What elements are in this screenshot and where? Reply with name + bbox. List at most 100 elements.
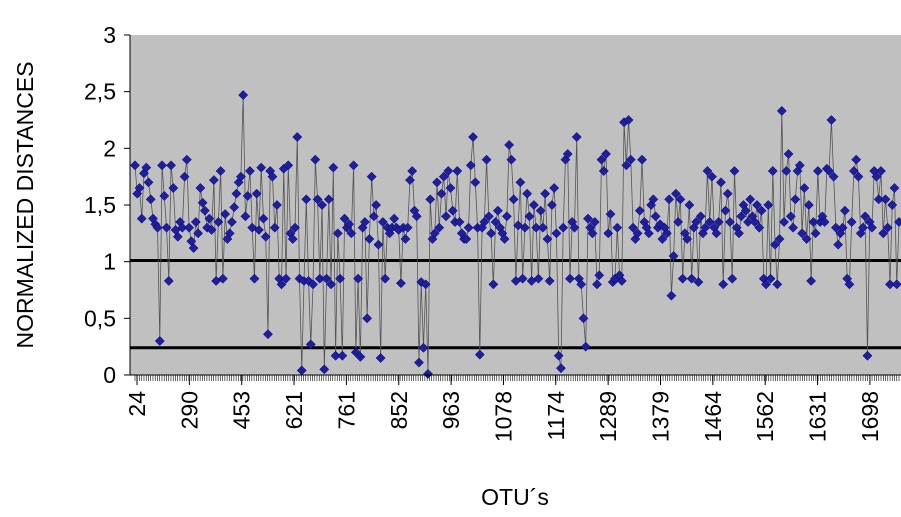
data-point <box>670 188 681 199</box>
data-point <box>848 166 859 176</box>
data-point <box>292 132 303 142</box>
data-point <box>819 217 830 227</box>
data-point <box>740 205 751 216</box>
data-point <box>355 351 366 362</box>
data-point <box>616 275 627 286</box>
data-point <box>770 239 781 250</box>
data-point <box>621 160 632 171</box>
data-point <box>141 162 152 173</box>
data-point <box>501 211 512 222</box>
data-point <box>193 228 204 239</box>
data-point <box>220 209 231 220</box>
data-point <box>461 234 472 244</box>
data-point <box>549 183 560 193</box>
data-point <box>533 273 544 284</box>
data-point <box>168 183 179 193</box>
data-point <box>677 273 688 284</box>
data-point <box>269 222 280 233</box>
data-point <box>706 171 717 182</box>
data-point <box>693 277 704 288</box>
data-point <box>429 228 440 239</box>
data-point <box>217 273 228 284</box>
data-point <box>623 115 634 125</box>
data-point <box>537 222 548 233</box>
data-point <box>468 132 479 142</box>
data-point <box>752 200 762 210</box>
y-tick-label: 1,5 <box>84 192 116 218</box>
data-point <box>790 194 801 205</box>
data-point <box>380 273 391 284</box>
data-point <box>414 357 424 368</box>
y-axis-title: NORMALIZED DISTANCES <box>12 61 38 348</box>
data-point <box>479 217 490 227</box>
y-tick-label: 3 <box>103 22 116 48</box>
data-point <box>215 166 226 176</box>
data-point <box>179 171 190 182</box>
data-point <box>371 200 382 210</box>
data-point <box>238 90 249 101</box>
data-point <box>589 217 600 227</box>
data-point <box>159 190 170 201</box>
y-tick-label: 1 <box>103 249 116 275</box>
data-point <box>700 222 711 233</box>
data-point <box>290 222 300 233</box>
data-point <box>335 273 346 284</box>
data-point <box>377 217 388 227</box>
data-point <box>235 171 246 182</box>
data-point <box>231 188 242 199</box>
data-point <box>190 217 201 227</box>
data-point <box>605 209 616 220</box>
data-point <box>364 234 375 244</box>
data-point <box>555 363 566 374</box>
data-point <box>253 224 264 235</box>
data-point <box>824 166 835 176</box>
data-point <box>513 220 524 231</box>
data-point <box>145 194 156 205</box>
data-point <box>583 213 593 224</box>
data-point <box>763 200 774 210</box>
data-point <box>373 239 384 250</box>
data-point <box>337 350 348 361</box>
data-point <box>454 217 465 227</box>
data-point <box>885 279 895 290</box>
data-point <box>716 177 726 188</box>
data-point <box>727 273 738 284</box>
data-point <box>648 194 659 205</box>
data-point <box>553 350 564 361</box>
data-point <box>490 217 501 227</box>
data-point <box>749 217 760 227</box>
data-point <box>519 222 530 233</box>
data-point <box>240 211 251 222</box>
data-point <box>666 290 677 301</box>
data-point <box>258 213 269 224</box>
data-point <box>294 273 305 284</box>
data-point <box>857 222 868 233</box>
data-point <box>481 154 492 165</box>
data-point <box>544 275 555 286</box>
data-point <box>154 336 165 346</box>
data-point <box>172 231 183 242</box>
data-point <box>528 200 539 210</box>
data-point <box>368 211 379 222</box>
x-tick-label: 621 <box>281 391 307 429</box>
data-point <box>783 149 794 159</box>
data-point <box>661 228 672 239</box>
data-point <box>443 166 454 176</box>
data-point <box>808 217 819 227</box>
data-point <box>524 211 535 222</box>
data-point <box>812 166 823 176</box>
data-point <box>860 211 871 222</box>
data-point <box>447 205 458 216</box>
data-point <box>465 160 476 171</box>
data-point <box>402 222 413 233</box>
data-point <box>695 211 706 222</box>
data-point <box>711 228 722 239</box>
data-point <box>163 275 174 286</box>
data-point <box>781 166 792 176</box>
data-point <box>281 273 291 284</box>
y-tick-label: 2 <box>103 135 116 161</box>
data-point <box>765 273 776 284</box>
data-point <box>181 154 192 165</box>
data-point <box>486 228 497 239</box>
data-point <box>488 279 499 290</box>
